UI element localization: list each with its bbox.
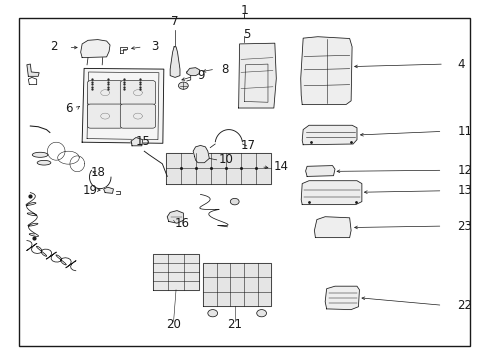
Circle shape [230, 198, 239, 205]
Text: 21: 21 [227, 318, 242, 330]
Ellipse shape [32, 152, 48, 157]
Text: 17: 17 [240, 139, 255, 152]
Polygon shape [301, 181, 361, 204]
Polygon shape [167, 211, 183, 223]
FancyBboxPatch shape [87, 104, 122, 128]
Text: 15: 15 [136, 135, 150, 148]
Text: 13: 13 [456, 184, 471, 197]
Text: 4: 4 [456, 58, 464, 71]
Text: 20: 20 [166, 318, 181, 330]
Text: 7: 7 [171, 15, 179, 28]
FancyBboxPatch shape [87, 81, 122, 105]
Circle shape [256, 310, 266, 317]
Polygon shape [325, 286, 359, 310]
Polygon shape [314, 217, 350, 238]
Ellipse shape [37, 161, 51, 165]
Text: 10: 10 [219, 153, 233, 166]
Polygon shape [81, 40, 110, 58]
Polygon shape [152, 254, 199, 290]
Polygon shape [300, 37, 351, 104]
Polygon shape [170, 47, 180, 77]
Text: 8: 8 [221, 63, 228, 76]
Text: 1: 1 [240, 4, 248, 17]
Text: 23: 23 [456, 220, 471, 233]
Polygon shape [305, 166, 334, 176]
Polygon shape [238, 43, 276, 108]
FancyBboxPatch shape [120, 81, 155, 105]
Text: 12: 12 [456, 164, 471, 177]
Text: 9: 9 [197, 69, 204, 82]
Polygon shape [302, 125, 356, 145]
Text: 19: 19 [82, 184, 98, 197]
FancyBboxPatch shape [120, 104, 155, 128]
Text: 18: 18 [90, 166, 105, 179]
Polygon shape [186, 68, 199, 76]
Polygon shape [193, 145, 209, 163]
Circle shape [207, 310, 217, 317]
Polygon shape [131, 138, 142, 146]
Text: 6: 6 [65, 102, 72, 114]
Text: 14: 14 [273, 160, 288, 173]
Text: 22: 22 [456, 299, 471, 312]
Polygon shape [27, 64, 39, 76]
Text: 11: 11 [456, 125, 471, 138]
Polygon shape [103, 187, 113, 193]
Circle shape [178, 82, 188, 89]
Polygon shape [203, 263, 271, 306]
Polygon shape [166, 153, 271, 184]
Text: 16: 16 [175, 217, 190, 230]
Text: 2: 2 [50, 40, 58, 53]
Polygon shape [82, 68, 163, 143]
Text: 5: 5 [243, 28, 250, 41]
Text: 3: 3 [151, 40, 159, 53]
